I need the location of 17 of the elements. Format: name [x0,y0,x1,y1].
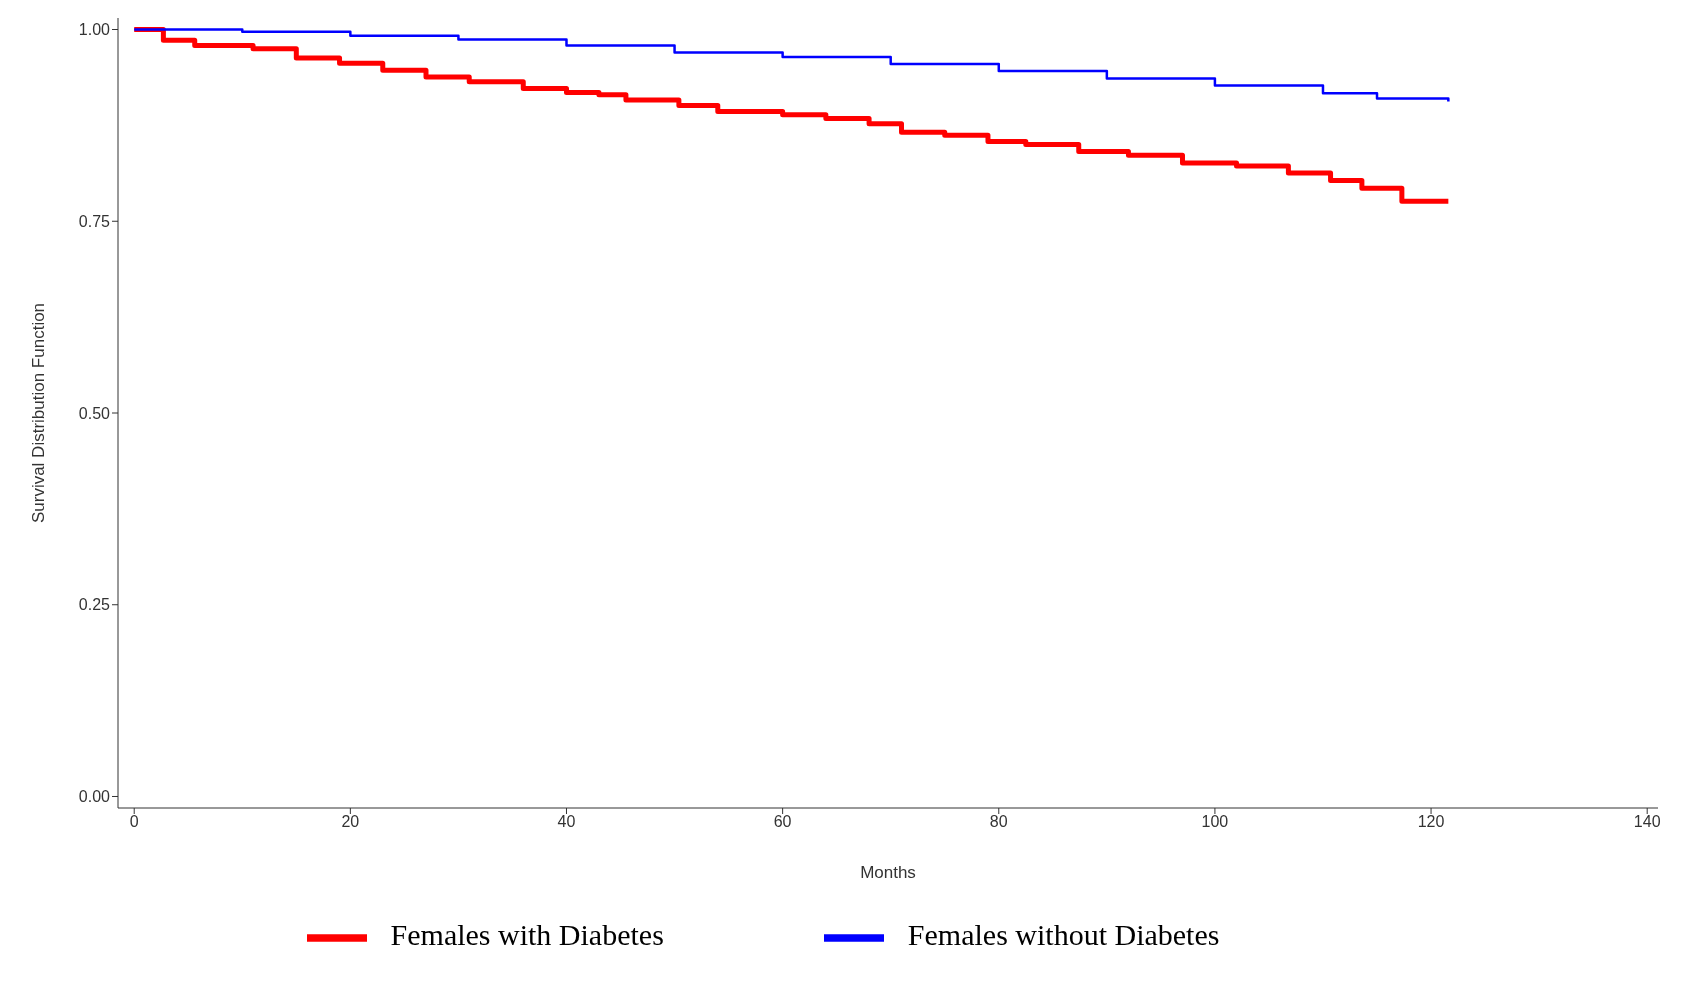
x-tick-label: 120 [1417,813,1445,831]
y-tick-label: 0.50 [78,404,111,422]
x-axis-title: Months [860,863,916,882]
legend-label: Females without Diabetes [907,917,1220,951]
x-tick-label: 20 [341,813,360,831]
y-axis-title: Survival Distribution Function [29,302,49,524]
y-tick-label: 0.25 [78,596,111,614]
y-tick-label: 0.00 [78,788,111,806]
x-tick-label: 80 [989,813,1008,831]
x-tick-label: 140 [1633,813,1661,831]
x-tick-label: 60 [773,813,792,831]
x-tick-label: 40 [557,813,576,831]
x-tick-label: 100 [1201,813,1229,831]
legend-label: Females with Diabetes [390,917,664,951]
y-tick-label: 1.00 [78,21,111,39]
x-tick-label: 0 [129,813,139,831]
y-tick-label: 0.75 [78,212,111,230]
